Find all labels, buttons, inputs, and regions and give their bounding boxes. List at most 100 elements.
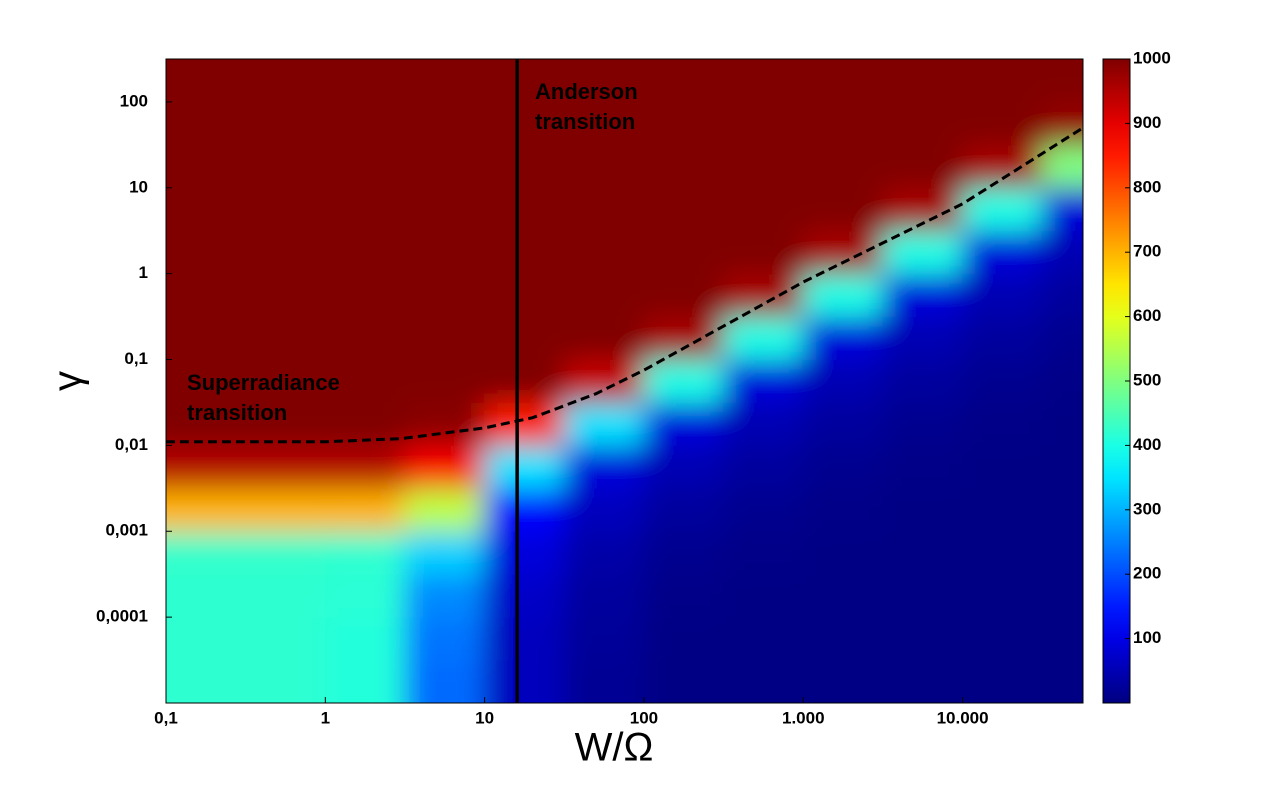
heatmap-cell bbox=[166, 187, 247, 232]
heatmap-cell bbox=[324, 487, 406, 532]
heatmap-cell bbox=[484, 401, 565, 446]
heatmap-cell bbox=[484, 101, 565, 146]
heatmap-cell bbox=[643, 144, 725, 189]
heatmap-cell bbox=[166, 359, 247, 403]
heatmap-cell bbox=[563, 101, 645, 146]
heatmap-cell bbox=[324, 573, 406, 618]
heatmap-cell bbox=[643, 59, 725, 103]
heatmap-cell bbox=[563, 530, 645, 575]
heatmap-cell bbox=[404, 444, 486, 489]
x-tick-label: 10.000 bbox=[937, 708, 989, 727]
heatmap-cell bbox=[245, 573, 326, 618]
colorbar-tick-label: 200 bbox=[1133, 564, 1161, 583]
annotation: transition bbox=[535, 109, 635, 134]
heatmap-cell bbox=[1041, 530, 1083, 575]
heatmap-cell bbox=[1041, 573, 1083, 618]
heatmap-cell bbox=[802, 573, 884, 618]
heatmap bbox=[166, 59, 1083, 703]
heatmap-cell bbox=[404, 230, 486, 275]
heatmap-cell bbox=[324, 316, 406, 361]
heatmap-cell bbox=[962, 187, 1043, 232]
colorbar-tick-label: 600 bbox=[1133, 306, 1161, 325]
colorbar-tick-label: 500 bbox=[1133, 370, 1161, 389]
heatmap-cell bbox=[723, 530, 804, 575]
x-tick-label: 10 bbox=[475, 708, 494, 727]
heatmap-cell bbox=[962, 316, 1043, 361]
heatmap-cell bbox=[882, 359, 964, 403]
heatmap-cell bbox=[643, 230, 725, 275]
heatmap-cell bbox=[563, 616, 645, 661]
heatmap-cell bbox=[962, 230, 1043, 275]
annotation: transition bbox=[187, 400, 287, 425]
colorbar-tick-label: 400 bbox=[1133, 435, 1161, 454]
heatmap-cell bbox=[643, 487, 725, 532]
heatmap-cell bbox=[802, 316, 884, 361]
heatmap-cell bbox=[245, 273, 326, 318]
heatmap-cell bbox=[802, 444, 884, 489]
heatmap-cell bbox=[404, 659, 486, 703]
heatmap-cell bbox=[404, 401, 486, 446]
heatmap-cell bbox=[723, 616, 804, 661]
heatmap-cell bbox=[563, 659, 645, 703]
heatmap-cell bbox=[324, 101, 406, 146]
heatmap-cell bbox=[563, 444, 645, 489]
heatmap-cell bbox=[166, 230, 247, 275]
heatmap-cell bbox=[643, 187, 725, 232]
heatmap-cell bbox=[882, 401, 964, 446]
heatmap-cell bbox=[484, 273, 565, 318]
heatmap-cell bbox=[245, 487, 326, 532]
heatmap-cell bbox=[324, 444, 406, 489]
heatmap-cell bbox=[1041, 359, 1083, 403]
heatmap-cell bbox=[563, 316, 645, 361]
heatmap-cell bbox=[802, 273, 884, 318]
heatmap-cell bbox=[484, 616, 565, 661]
heatmap-cell bbox=[962, 401, 1043, 446]
heatmap-cell bbox=[802, 659, 884, 703]
y-tick-label: 0,0001 bbox=[96, 607, 148, 626]
heatmap-cell bbox=[324, 359, 406, 403]
heatmap-cell bbox=[643, 530, 725, 575]
plot-frame bbox=[165, 58, 1084, 704]
heatmap-cell bbox=[563, 230, 645, 275]
heatmap-cell bbox=[245, 530, 326, 575]
heatmap-cell bbox=[563, 59, 645, 103]
colorbar-tick-label: 800 bbox=[1133, 177, 1161, 196]
heatmap-cell bbox=[404, 573, 486, 618]
heatmap-cell bbox=[643, 573, 725, 618]
heatmap-cell bbox=[324, 273, 406, 318]
heatmap-cell bbox=[245, 444, 326, 489]
colorbar-tick-label: 900 bbox=[1133, 113, 1161, 132]
heatmap-cell bbox=[723, 230, 804, 275]
heatmap-cell bbox=[723, 444, 804, 489]
heatmap-cell bbox=[962, 444, 1043, 489]
heatmap-cell bbox=[484, 230, 565, 275]
heatmap-cell bbox=[802, 616, 884, 661]
heatmap-cell bbox=[882, 144, 964, 189]
heatmap-cell bbox=[484, 359, 565, 403]
heatmap-cell bbox=[1041, 401, 1083, 446]
heatmap-cell bbox=[404, 359, 486, 403]
heatmap-cell bbox=[643, 401, 725, 446]
heatmap-cell bbox=[563, 273, 645, 318]
heatmap-cell bbox=[802, 401, 884, 446]
heatmap-cell bbox=[962, 487, 1043, 532]
y-tick-label: 0,01 bbox=[115, 435, 148, 454]
heatmap-cell bbox=[1041, 616, 1083, 661]
heatmap-cell bbox=[245, 101, 326, 146]
heatmap-cell bbox=[643, 444, 725, 489]
heatmap-cell bbox=[643, 659, 725, 703]
heatmap-cell bbox=[166, 101, 247, 146]
heatmap-cell bbox=[882, 616, 964, 661]
heatmap-cell bbox=[404, 59, 486, 103]
boundary-line bbox=[166, 126, 1084, 444]
heatmap-cell bbox=[802, 230, 884, 275]
heatmap-cell bbox=[723, 187, 804, 232]
heatmap-cell bbox=[802, 144, 884, 189]
heatmap-cell bbox=[723, 144, 804, 189]
heatmap-cell bbox=[166, 530, 247, 575]
heatmap-cell bbox=[324, 616, 406, 661]
heatmap-cell bbox=[484, 659, 565, 703]
heatmap-cell bbox=[802, 487, 884, 532]
heatmap-cell bbox=[882, 573, 964, 618]
